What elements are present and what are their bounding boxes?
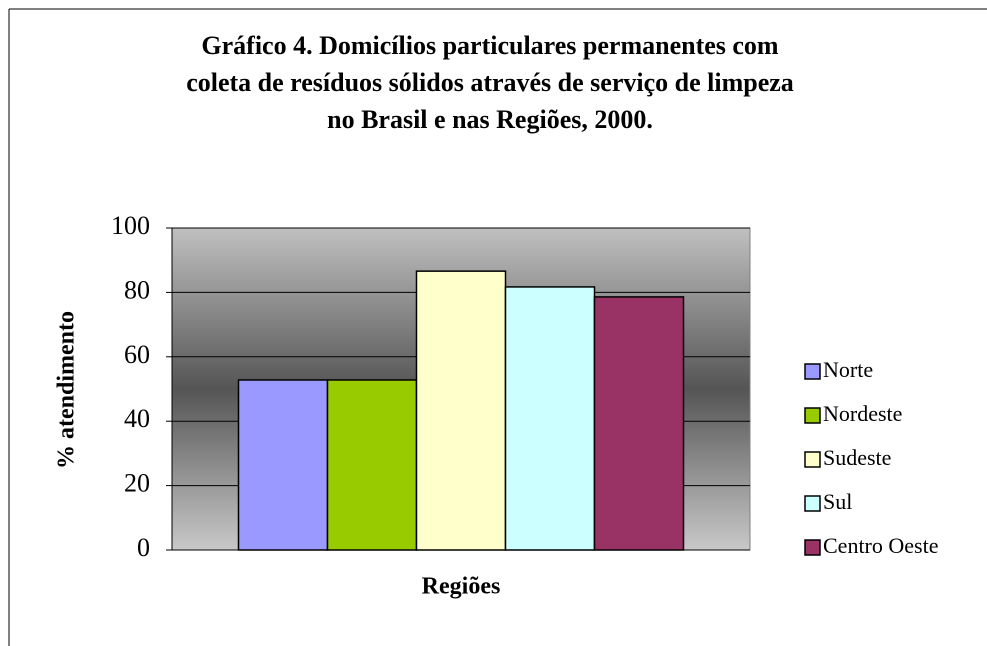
legend-label: Nordeste [823,401,902,426]
chart-title: Gráfico 4. Domicílios particulares perma… [201,31,779,60]
y-tick-label: 80 [124,275,150,304]
bar [415,270,507,551]
legend-swatch [804,495,821,512]
y-tick-label: 20 [124,469,150,498]
y-axis-label: % atendimento [54,311,80,469]
y-tick-label: 0 [137,533,150,562]
legend-swatch [804,363,821,380]
bar [593,296,685,551]
y-tick-label: 100 [111,211,150,240]
legend-label: Sudeste [823,445,891,470]
legend-label: Norte [823,357,873,382]
legend-swatch [804,539,821,556]
bar [326,379,418,551]
chart-title: no Brasil e nas Regiões, 2000. [327,105,653,134]
x-axis-label: Regiões [422,574,501,600]
chart-title: coleta de resíduos sólidos através de se… [186,68,794,97]
legend-swatch [804,451,821,468]
y-tick-label: 60 [124,340,150,369]
y-tick-label: 40 [124,404,150,433]
legend-label: Centro Oeste [823,533,938,558]
legend-swatch [804,407,821,424]
bar [237,379,329,551]
bar [504,286,596,551]
legend-label: Sul [823,489,852,514]
